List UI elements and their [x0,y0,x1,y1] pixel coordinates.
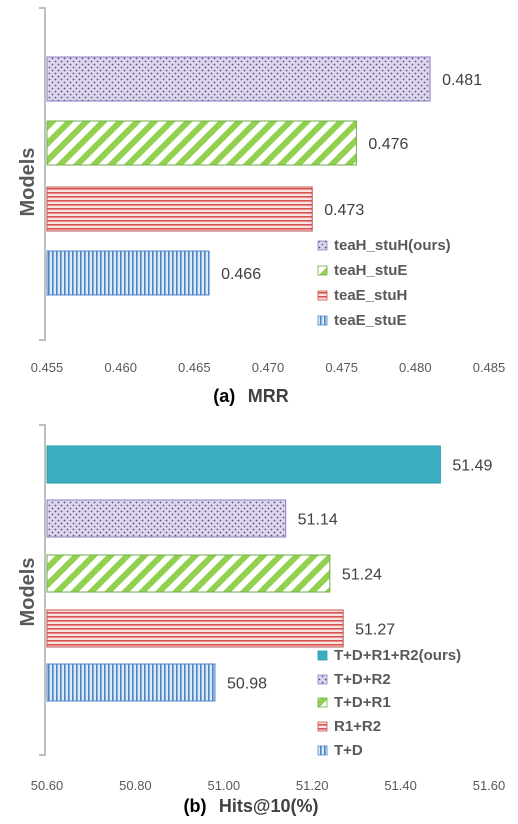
x-tick-label: 51.00 [208,778,241,793]
caption: (b) Hits@10(%) [183,796,318,816]
bar [46,663,216,702]
x-tick-label: 0.460 [104,360,137,375]
x-axis-ticks: 50.60 50.80 51.00 51.20 51.40 51.60 [31,778,506,793]
legend-label: teaH_stuE [334,262,407,279]
bar [46,609,344,648]
x-tick-label: 50.60 [31,778,64,793]
caption-title: MRR [248,386,289,406]
bar [46,120,357,166]
legend-label: T+D [334,742,363,759]
y-axis-line [39,7,46,341]
x-tick-label: 0.480 [399,360,432,375]
legend-swatch [317,697,328,708]
value-label: 50.98 [227,676,267,693]
caption: (a) MRR [213,386,288,406]
panel-a: Models 0.455 0.460 0.465 0.470 0.475 0.480 0.4… [17,7,506,406]
x-tick-label: 50.80 [119,778,152,793]
legend-label: T+D+R2 [334,671,391,688]
value-label: 51.14 [298,512,338,529]
value-label: 0.473 [324,202,364,219]
legend-swatch [317,721,328,732]
y-axis-label: Models [17,558,39,627]
legend-swatch [317,290,328,301]
legend-label: R1+R2 [334,718,381,735]
legend-swatch [317,265,328,276]
caption-prefix: (b) [183,796,206,816]
value-label: 0.466 [221,266,261,283]
bar [46,56,431,102]
legend-swatch [317,315,328,326]
legend: T+D+R1+R2(ours) T+D+R2 T+D+R1 R1+R2 T+D [317,647,461,759]
caption-prefix: (a) [213,386,235,406]
value-label: 51.24 [342,567,382,584]
x-tick-label: 0.485 [473,360,506,375]
legend-label: teaE_stuE [334,312,407,329]
bars [46,56,431,296]
bar [46,250,210,296]
y-axis-line [39,424,46,756]
x-axis-ticks: 0.455 0.460 0.465 0.470 0.475 0.480 0.485 [31,360,506,375]
x-tick-label: 0.455 [31,360,64,375]
legend-swatch [317,745,328,756]
value-labels: 0.481 0.476 0.473 0.466 [221,72,482,283]
legend-label: T+D+R1+R2(ours) [334,647,461,664]
x-tick-label: 0.465 [178,360,211,375]
legend: teaH_stuH(ours) teaH_stuE teaE_stuH teaE_st… [317,237,451,329]
value-label: 0.476 [368,136,408,153]
x-tick-label: 51.20 [296,778,329,793]
panel-b: Models 50.60 50.80 51.00 51.20 51.40 51.60 51… [17,424,506,816]
y-axis-label: Models [17,148,39,217]
legend-swatch [317,650,328,661]
x-tick-label: 0.475 [325,360,358,375]
x-tick-label: 51.60 [473,778,506,793]
bar [46,499,287,538]
legend-swatch [317,674,328,685]
value-label: 0.481 [442,72,482,89]
x-tick-label: 0.470 [252,360,285,375]
legend-label: teaH_stuH(ours) [334,237,451,254]
x-tick-label: 51.40 [384,778,417,793]
value-label: 51.27 [355,622,395,639]
bar [46,186,313,232]
value-label: 51.49 [452,458,492,475]
legend-label: teaE_stuH [334,287,407,304]
bars [46,445,441,702]
bar [46,554,331,593]
legend-label: T+D+R1 [334,694,391,711]
value-labels: 51.49 51.14 51.24 51.27 50.98 [227,458,493,693]
caption-title: Hits@10(%) [219,796,319,816]
legend-swatch [317,240,328,251]
bar [46,445,441,484]
